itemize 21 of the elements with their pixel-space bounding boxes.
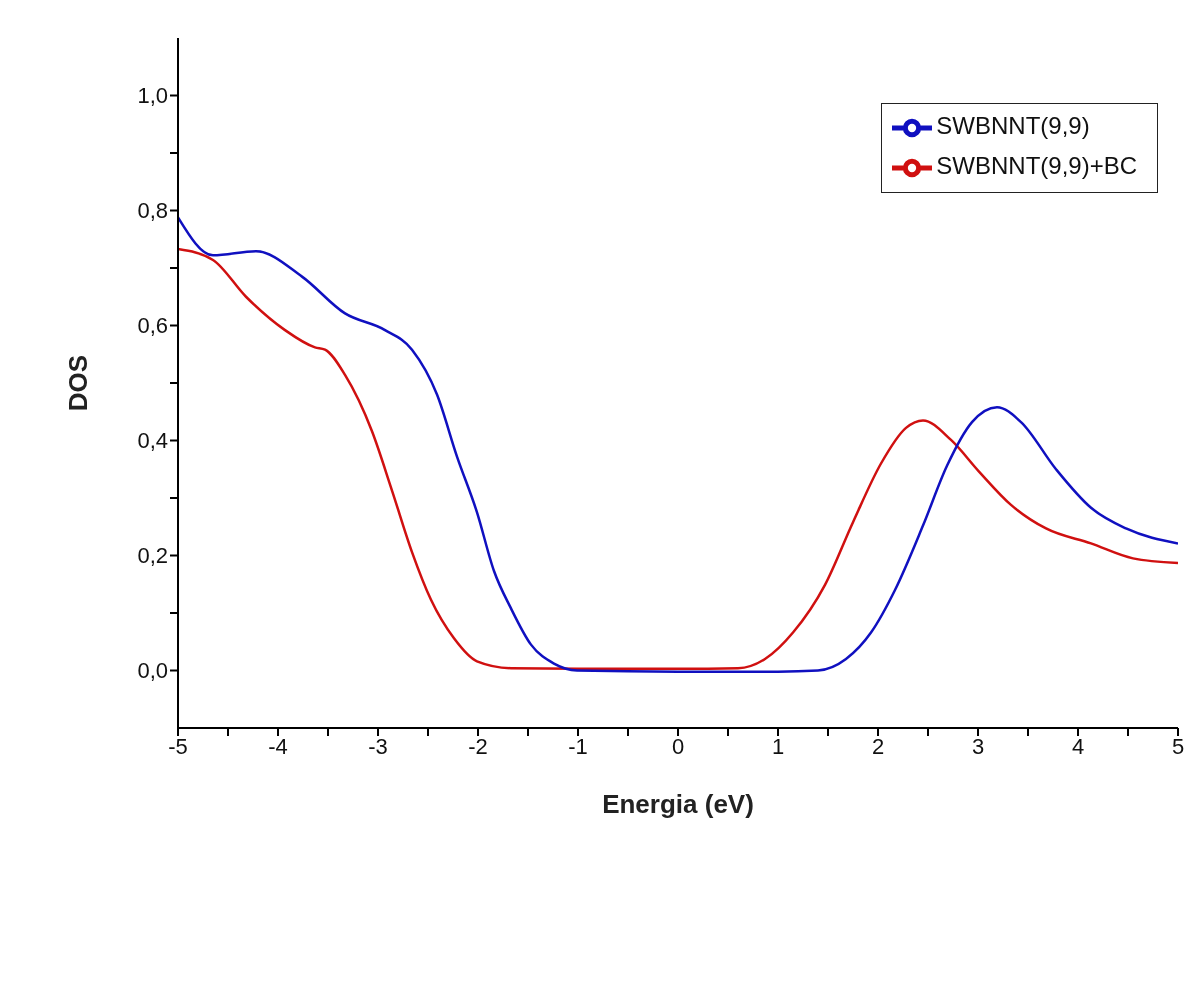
y-tick-label: 1,0 [137,83,168,109]
y-tick-label: 0,6 [137,313,168,339]
y-axis-title: DOS [63,354,94,412]
x-tick-label: -5 [168,733,188,759]
x-tick-label: 2 [871,733,885,759]
x-tick-label: -1 [568,733,588,759]
x-tick-label: 0 [671,733,685,759]
legend-label: SWBNNT(9,9)+BC [936,152,1137,180]
x-tick-label: -3 [368,733,388,759]
legend-label: SWBNNT(9,9) [936,112,1090,140]
y-tick-label: 0,0 [137,658,168,684]
x-tick-label: 4 [1071,733,1085,759]
y-tick-label: 0,2 [137,543,168,569]
x-tick-label: -2 [468,733,488,759]
y-tick-label: 0,8 [137,198,168,224]
x-axis-title: Energia (eV) [602,789,754,819]
x-tick-label: 3 [971,733,985,759]
x-tick-label: 1 [771,733,785,759]
y-tick-label: 0,4 [137,428,168,454]
x-tick-label: -4 [268,733,288,759]
x-tick-label: 5 [1171,733,1185,759]
